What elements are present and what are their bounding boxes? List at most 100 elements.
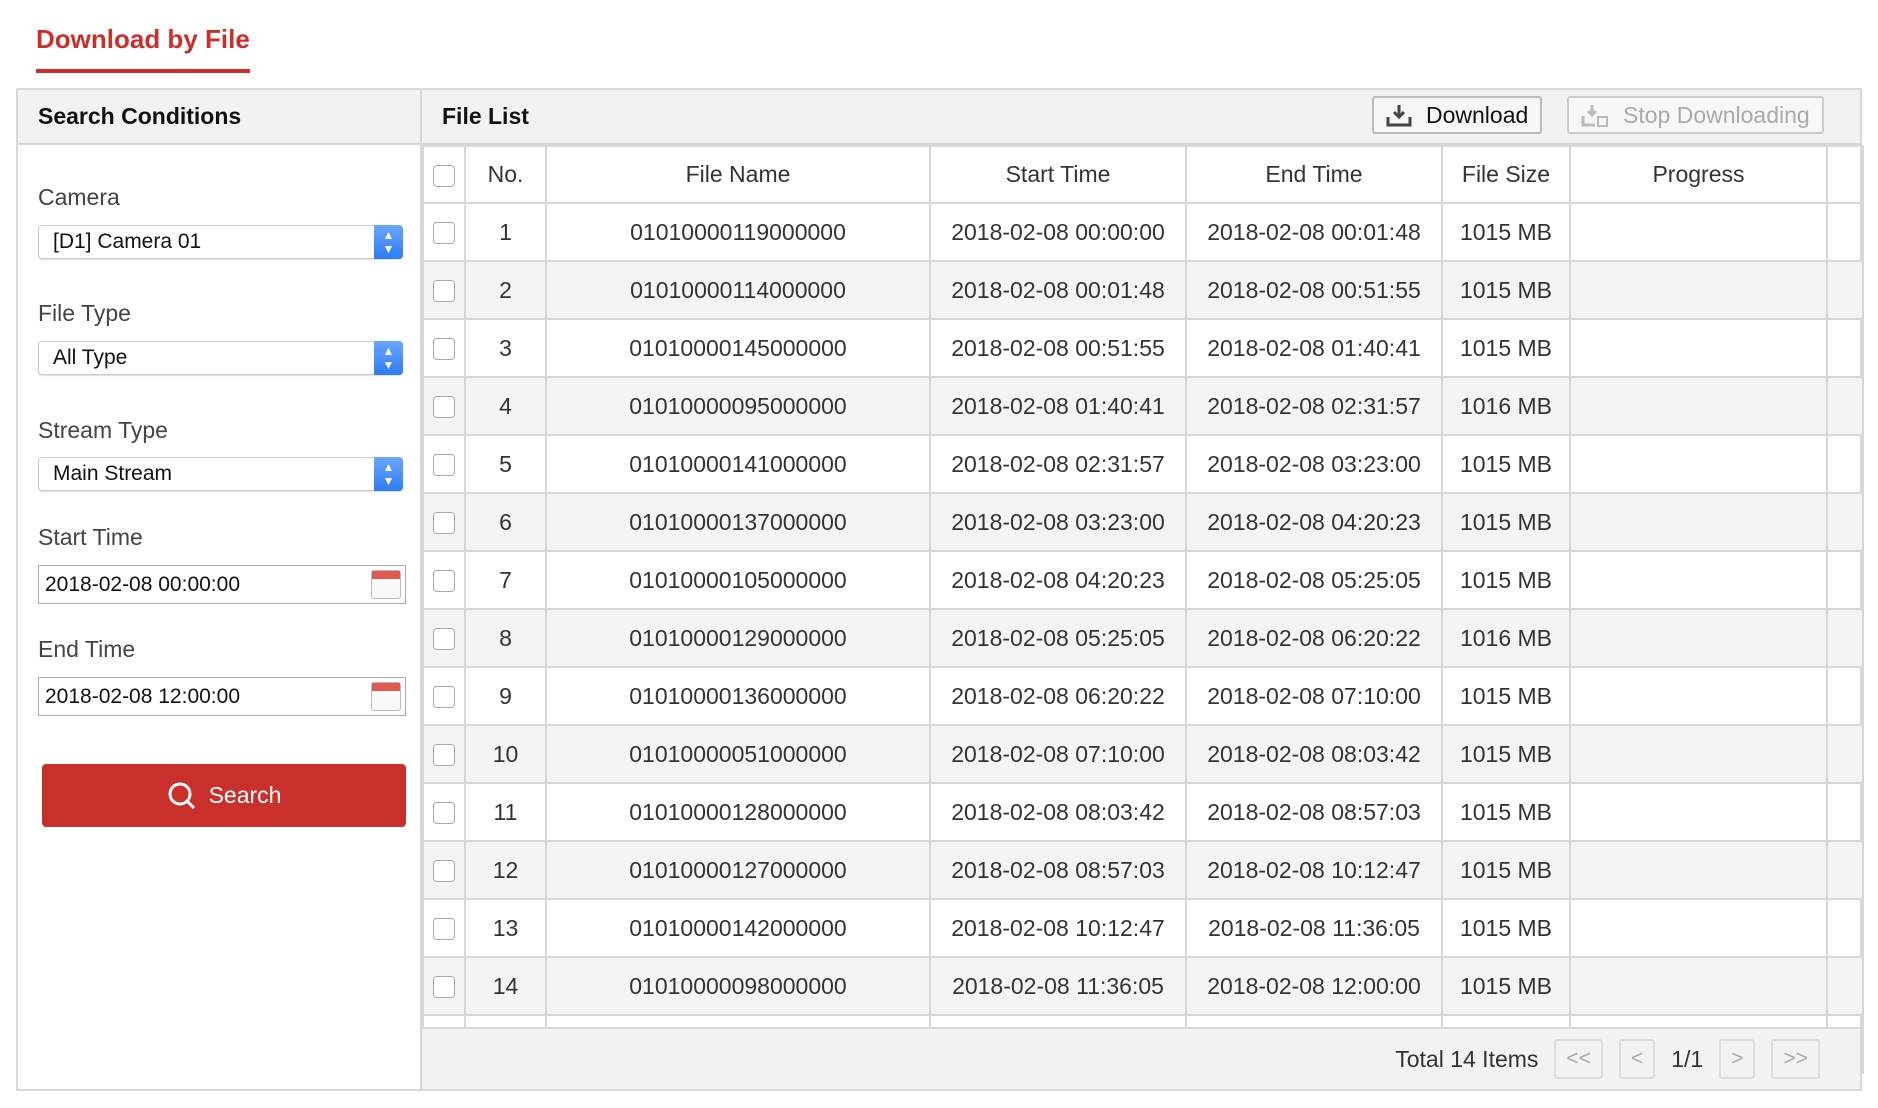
cell-no: 13 bbox=[464, 898, 547, 958]
cell-file-size: 1015 MB bbox=[1441, 318, 1571, 378]
calendar-icon[interactable] bbox=[371, 570, 401, 599]
cell-progress bbox=[1569, 782, 1828, 842]
cell-start-time: 2018-02-08 01:40:41 bbox=[929, 376, 1187, 436]
row-checkbox[interactable] bbox=[422, 260, 466, 320]
chevron-updown-icon: ▲ ▼ bbox=[374, 457, 403, 491]
first-page-button[interactable]: << bbox=[1554, 1039, 1603, 1079]
col-end-time[interactable]: End Time bbox=[1185, 145, 1443, 204]
next-page-button[interactable]: > bbox=[1719, 1039, 1756, 1079]
cell-end-time: 2018-02-08 04:20:23 bbox=[1185, 492, 1443, 552]
row-checkbox[interactable] bbox=[422, 956, 466, 1016]
cell-spacer bbox=[1826, 492, 1864, 552]
start-time-value: 2018-02-08 00:00:00 bbox=[45, 573, 240, 596]
cell-no: 14 bbox=[464, 956, 547, 1016]
table-row[interactable]: 2 01010000114000000 2018-02-08 00:01:48 … bbox=[422, 260, 1864, 320]
page-indicator: 1/1 bbox=[1671, 1045, 1704, 1072]
table-row[interactable]: 7 01010000105000000 2018-02-08 04:20:23 … bbox=[422, 550, 1864, 610]
prev-page-button[interactable]: < bbox=[1618, 1039, 1656, 1079]
cell-no: 1 bbox=[464, 202, 547, 262]
cell-progress bbox=[1569, 608, 1828, 668]
row-checkbox[interactable] bbox=[422, 550, 466, 610]
table-row[interactable]: 1 01010000119000000 2018-02-08 00:00:00 … bbox=[422, 202, 1864, 262]
cell-file-name: 01010000127000000 bbox=[545, 840, 931, 900]
cell-start-time: 2018-02-08 11:36:05 bbox=[929, 956, 1187, 1016]
col-start-time[interactable]: Start Time bbox=[929, 145, 1187, 204]
cell-file-size: 1015 MB bbox=[1441, 434, 1571, 494]
row-checkbox[interactable] bbox=[422, 840, 466, 900]
end-time-label: End Time bbox=[38, 636, 136, 662]
cell-file-size: 1015 MB bbox=[1441, 956, 1571, 1016]
cell-spacer bbox=[1826, 724, 1864, 784]
file-type-select[interactable]: All Type ▲ ▼ bbox=[38, 341, 403, 375]
cell-end-time: 2018-02-08 07:10:00 bbox=[1185, 666, 1443, 726]
chevron-updown-icon: ▲ ▼ bbox=[374, 225, 403, 259]
end-time-input[interactable]: 2018-02-08 12:00:00 bbox=[38, 677, 406, 716]
row-checkbox[interactable] bbox=[422, 202, 466, 262]
table-row[interactable]: 9 01010000136000000 2018-02-08 06:20:22 … bbox=[422, 666, 1864, 726]
camera-value: [D1] Camera 01 bbox=[53, 230, 202, 253]
cell-progress bbox=[1569, 260, 1828, 320]
camera-label: Camera bbox=[38, 184, 120, 210]
row-checkbox[interactable] bbox=[422, 608, 466, 668]
stop-download-icon bbox=[1581, 105, 1608, 127]
cell-spacer bbox=[1826, 666, 1864, 726]
table-row[interactable]: 3 01010000145000000 2018-02-08 00:51:55 … bbox=[422, 318, 1864, 378]
last-page-button[interactable]: >> bbox=[1771, 1039, 1820, 1079]
stream-type-select[interactable]: Main Stream ▲ ▼ bbox=[38, 457, 403, 491]
table-row[interactable]: 13 01010000142000000 2018-02-08 10:12:47… bbox=[422, 898, 1864, 958]
cell-file-size: 1016 MB bbox=[1441, 376, 1571, 436]
cell-end-time: 2018-02-08 12:00:00 bbox=[1185, 956, 1443, 1016]
start-time-input[interactable]: 2018-02-08 00:00:00 bbox=[38, 565, 406, 604]
cell-progress bbox=[1569, 898, 1828, 958]
calendar-icon[interactable] bbox=[371, 682, 401, 711]
cell-end-time: 2018-02-08 08:03:42 bbox=[1185, 724, 1443, 784]
camera-select[interactable]: [D1] Camera 01 ▲ ▼ bbox=[38, 225, 403, 259]
stream-type-label: Stream Type bbox=[38, 417, 168, 443]
search-conditions-title: Search Conditions bbox=[18, 90, 420, 145]
table-row[interactable]: 8 01010000129000000 2018-02-08 05:25:05 … bbox=[422, 608, 1864, 668]
cell-file-name: 01010000105000000 bbox=[545, 550, 931, 610]
table-row[interactable]: 14 01010000098000000 2018-02-08 11:36:05… bbox=[422, 956, 1864, 1016]
row-checkbox[interactable] bbox=[422, 492, 466, 552]
table-row[interactable]: 10 01010000051000000 2018-02-08 07:10:00… bbox=[422, 724, 1864, 784]
row-checkbox[interactable] bbox=[422, 782, 466, 842]
cell-no: 12 bbox=[464, 840, 547, 900]
select-all-checkbox[interactable] bbox=[422, 145, 466, 204]
table-header: No. File Name Start Time End Time File S… bbox=[422, 145, 1864, 204]
stop-downloading-label: Stop Downloading bbox=[1623, 101, 1810, 128]
cell-start-time: 2018-02-08 00:00:00 bbox=[929, 202, 1187, 262]
row-checkbox[interactable] bbox=[422, 376, 466, 436]
cell-spacer bbox=[1826, 608, 1864, 668]
row-checkbox[interactable] bbox=[422, 666, 466, 726]
table-row[interactable]: 5 01010000141000000 2018-02-08 02:31:57 … bbox=[422, 434, 1864, 494]
cell-progress bbox=[1569, 840, 1828, 900]
file-type-value: All Type bbox=[53, 346, 128, 369]
table-row[interactable]: 4 01010000095000000 2018-02-08 01:40:41 … bbox=[422, 376, 1864, 436]
stop-downloading-button[interactable]: Stop Downloading bbox=[1567, 96, 1824, 134]
cell-start-time: 2018-02-08 00:01:48 bbox=[929, 260, 1187, 320]
cell-progress bbox=[1569, 376, 1828, 436]
cell-file-name: 01010000051000000 bbox=[545, 724, 931, 784]
search-button[interactable]: Search bbox=[42, 764, 406, 827]
cell-spacer bbox=[1826, 956, 1864, 1016]
table-row[interactable]: 12 01010000127000000 2018-02-08 08:57:03… bbox=[422, 840, 1864, 900]
col-progress[interactable]: Progress bbox=[1569, 145, 1828, 204]
download-button[interactable]: Download bbox=[1372, 96, 1543, 134]
cell-no: 11 bbox=[464, 782, 547, 842]
col-file-name[interactable]: File Name bbox=[545, 145, 931, 204]
cell-no: 2 bbox=[464, 260, 547, 320]
cell-end-time: 2018-02-08 00:51:55 bbox=[1185, 260, 1443, 320]
col-no[interactable]: No. bbox=[464, 145, 547, 204]
row-checkbox[interactable] bbox=[422, 318, 466, 378]
col-file-size[interactable]: File Size bbox=[1441, 145, 1571, 204]
table-row[interactable]: 6 01010000137000000 2018-02-08 03:23:00 … bbox=[422, 492, 1864, 552]
table-row[interactable]: 11 01010000128000000 2018-02-08 08:03:42… bbox=[422, 782, 1864, 842]
row-checkbox[interactable] bbox=[422, 724, 466, 784]
tab-download-by-file[interactable]: Download by File bbox=[36, 24, 250, 73]
row-checkbox[interactable] bbox=[422, 434, 466, 494]
cell-progress bbox=[1569, 724, 1828, 784]
cell-file-size: 1015 MB bbox=[1441, 898, 1571, 958]
cell-end-time: 2018-02-08 11:36:05 bbox=[1185, 898, 1443, 958]
row-checkbox[interactable] bbox=[422, 898, 466, 958]
cell-file-name: 01010000114000000 bbox=[545, 260, 931, 320]
